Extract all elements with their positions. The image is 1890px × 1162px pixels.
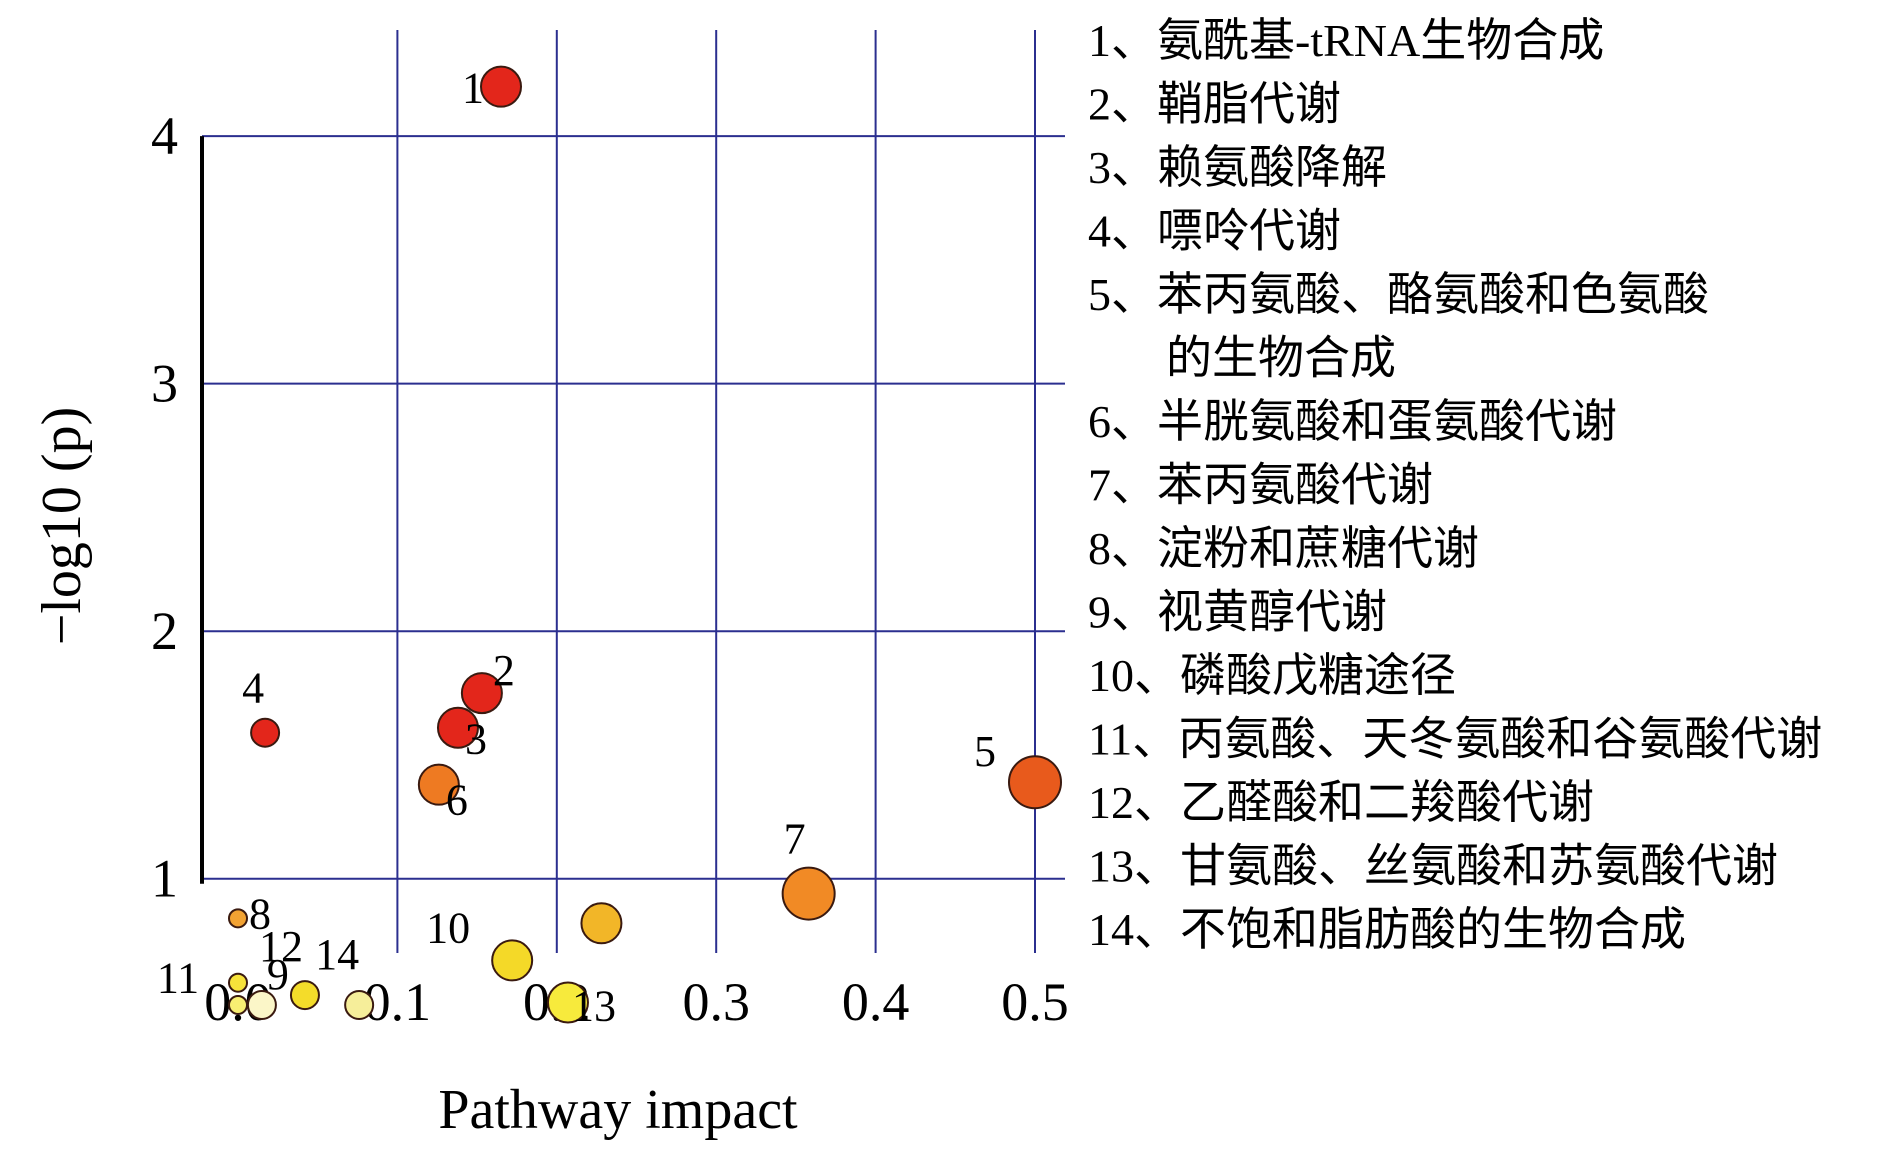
x-tick-label: 0.1: [364, 972, 432, 1032]
legend-entry: 5、苯丙氨酸、酪氨酸和色氨酸: [1088, 269, 1709, 320]
data-point: [460, 672, 503, 715]
legend-entry-continuation: 的生物合成: [1166, 333, 1396, 384]
point-label: 2: [493, 646, 515, 695]
data-point: [580, 902, 623, 945]
grid-layer: [202, 30, 1065, 953]
point-label: 13: [572, 982, 616, 1031]
legend-entry: 1、氨酰基-tRNA生物合成: [1088, 15, 1604, 66]
x-axis-title: Pathway impact: [438, 1079, 798, 1141]
data-point: [436, 706, 479, 749]
data-point: [417, 763, 460, 806]
legend-entry: 3、赖氨酸降解: [1088, 142, 1387, 193]
point-label: 6: [446, 776, 468, 825]
point-label: 3: [465, 715, 487, 764]
legend-entry: 7、苯丙氨酸代谢: [1088, 460, 1433, 511]
legend-entry: 8、淀粉和蔗糖代谢: [1088, 523, 1479, 574]
x-tick-label: 0.4: [842, 972, 910, 1032]
x-tick-label: 0.3: [682, 972, 750, 1032]
point-label: 7: [784, 815, 806, 864]
data-point: [480, 65, 523, 108]
legend-entry: 11、丙氨酸、天冬氨酸和谷氨酸代谢: [1088, 714, 1822, 765]
legend-entry: 4、嘌呤代谢: [1088, 206, 1341, 257]
data-point: [546, 981, 589, 1024]
y-axis-title: −log10 (p): [31, 407, 93, 645]
legend: 1、氨酰基-tRNA生物合成 2、鞘脂代谢 3、赖氨酸降解 4、嘌呤代谢 5、苯丙氨酸、…: [1088, 15, 1822, 955]
point-label: 4: [242, 664, 264, 713]
data-point: [344, 989, 375, 1020]
legend-entry: 14、不饱和脂肪酸的生物合成: [1088, 904, 1686, 955]
data-point: [228, 908, 248, 929]
y-tick-label: 2: [151, 601, 178, 661]
legend-entry: 12、乙醛酸和二羧酸代谢: [1088, 777, 1594, 828]
y-tick-label: 3: [151, 354, 178, 414]
point-label: 10: [426, 903, 470, 952]
y-tick-label: 4: [151, 106, 178, 166]
legend-entry: 2、鞘脂代谢: [1088, 79, 1341, 130]
point-label: 1: [462, 64, 484, 113]
data-point: [250, 717, 281, 748]
legend-entry: 10、磷酸戊糖途径: [1088, 650, 1456, 701]
data-point: [1008, 755, 1062, 810]
data-point: [289, 980, 320, 1011]
point-label: 12: [259, 922, 303, 971]
point-label: 8: [249, 889, 271, 938]
legend-entry: 9、视黄醇代谢: [1088, 587, 1387, 638]
data-point: [228, 972, 248, 993]
point-layer: [228, 65, 1062, 1024]
point-label: 11: [157, 954, 199, 1003]
x-tick-label: 0.5: [1001, 972, 1069, 1032]
data-point: [491, 939, 534, 982]
y-tick-label: 1: [151, 849, 178, 909]
data-point: [781, 866, 836, 921]
data-point: [228, 994, 248, 1015]
legend-entry: 13、甘氨酸、丝氨酸和苏氨酸代谢: [1088, 841, 1778, 892]
point-label: 5: [974, 727, 996, 776]
legend-entry: 6、半胱氨酸和蛋氨酸代谢: [1088, 396, 1617, 447]
point-label: 9: [267, 950, 289, 999]
point-label: 14: [315, 930, 359, 979]
